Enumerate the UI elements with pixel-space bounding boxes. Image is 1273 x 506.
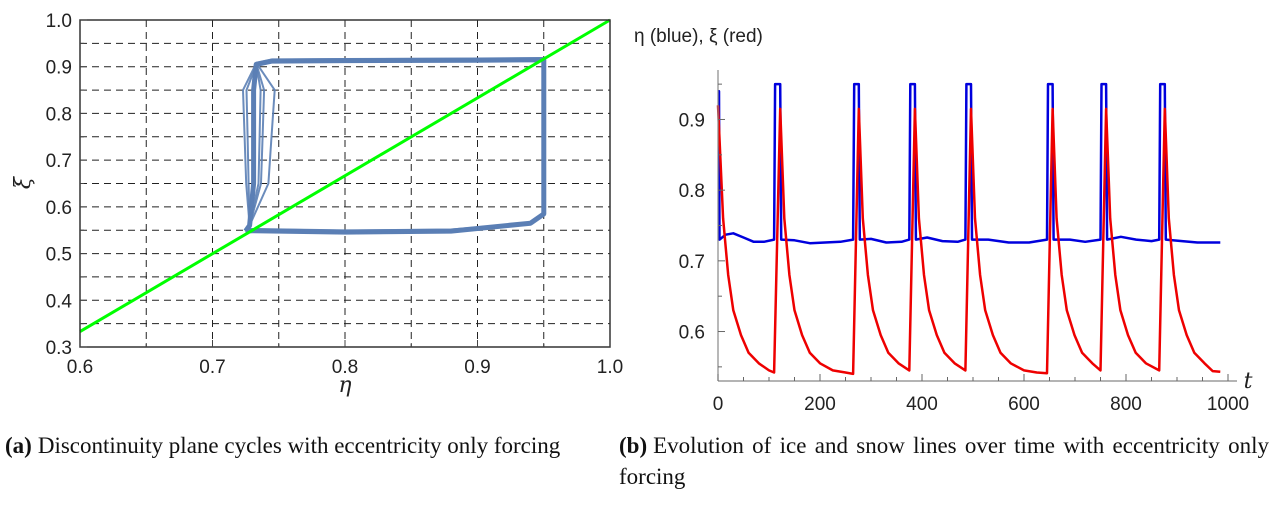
diagonal-line	[79, 18, 611, 333]
x-tick-label: 800	[1110, 394, 1142, 415]
x-axis-label: η	[338, 373, 351, 398]
xi-series-line	[716, 105, 1221, 376]
x-tick-label: 0	[713, 394, 724, 415]
y-tick-label: 0.7	[679, 252, 705, 273]
caption-a: (a) Discontinuity plane cycles with eccen…	[5, 430, 617, 461]
y-tick-label: 0.7	[46, 151, 72, 172]
series-group	[716, 82, 1221, 376]
x-axis-label: t	[1244, 369, 1253, 394]
series-group	[79, 18, 611, 333]
y-tick-label: 0.9	[679, 110, 705, 131]
x-tick-label: 600	[1008, 394, 1040, 415]
figure: 0.6 0.7 0.8 0.9 1.00.30.40.50.60.70.80.91.0 …	[11, 11, 1253, 415]
y-tick-label: 0.3	[46, 338, 72, 359]
x-tick-label: 0.7	[199, 357, 225, 378]
grid-lines	[80, 20, 610, 347]
y-tick-label: 0.8	[46, 104, 72, 125]
y-tick-label: 0.6	[46, 198, 72, 219]
panel-label-a: (a)	[5, 433, 32, 458]
x-tick-label: 400	[906, 394, 938, 415]
x-tick-label: 0.8	[332, 357, 358, 378]
panel-b-time-series: η (blue), ξ (red) 0 200 400 600 800 1000 0.6 0.…	[634, 26, 1253, 415]
x-tick-label: 1.0	[597, 357, 623, 378]
eta-series-line	[717, 82, 1221, 245]
x-tick-label: 0.9	[464, 357, 490, 378]
cycle-trajectory	[244, 57, 545, 232]
cycle-trajectory	[244, 59, 545, 234]
tick-marks	[717, 83, 1229, 381]
y-tick-label: 1.0	[46, 11, 72, 32]
tick-labels: 0.6 0.7 0.8 0.9 1.0 0.3 0.4 0.5 0.6 0.7 0.8 0.9 1.0	[46, 11, 624, 378]
y-tick-label: 0.6	[679, 323, 705, 344]
caption-b-text: Evolution of ice and snow lines over tim…	[619, 433, 1269, 489]
caption-b: (b) Evolution of ice and snow lines over …	[619, 430, 1269, 492]
caption-a-text: Discontinuity plane cycles with eccentri…	[37, 433, 561, 458]
panel-label-b: (b)	[619, 433, 648, 458]
x-tick-label: 200	[804, 394, 836, 415]
x-tick-label: 1000	[1207, 394, 1249, 415]
tick-marks	[79, 19, 611, 348]
panel-a-phase-plot: 0.6 0.7 0.8 0.9 1.00.30.40.50.60.70.80.91.0 …	[11, 11, 623, 398]
x-tick-label: 0.6	[67, 357, 93, 378]
tick-labels: 0 200 400 600 800 1000 0.6 0.7 0.8 0.9	[679, 110, 1250, 415]
y-axis-label: ξ	[11, 175, 36, 189]
y-tick-label: 0.9	[46, 58, 72, 79]
y-tick-label: 0.4	[46, 291, 73, 312]
y-tick-label: 0.5	[46, 245, 72, 266]
y-tick-label: 0.8	[679, 181, 705, 202]
plot-title: η (blue), ξ (red)	[634, 26, 763, 47]
